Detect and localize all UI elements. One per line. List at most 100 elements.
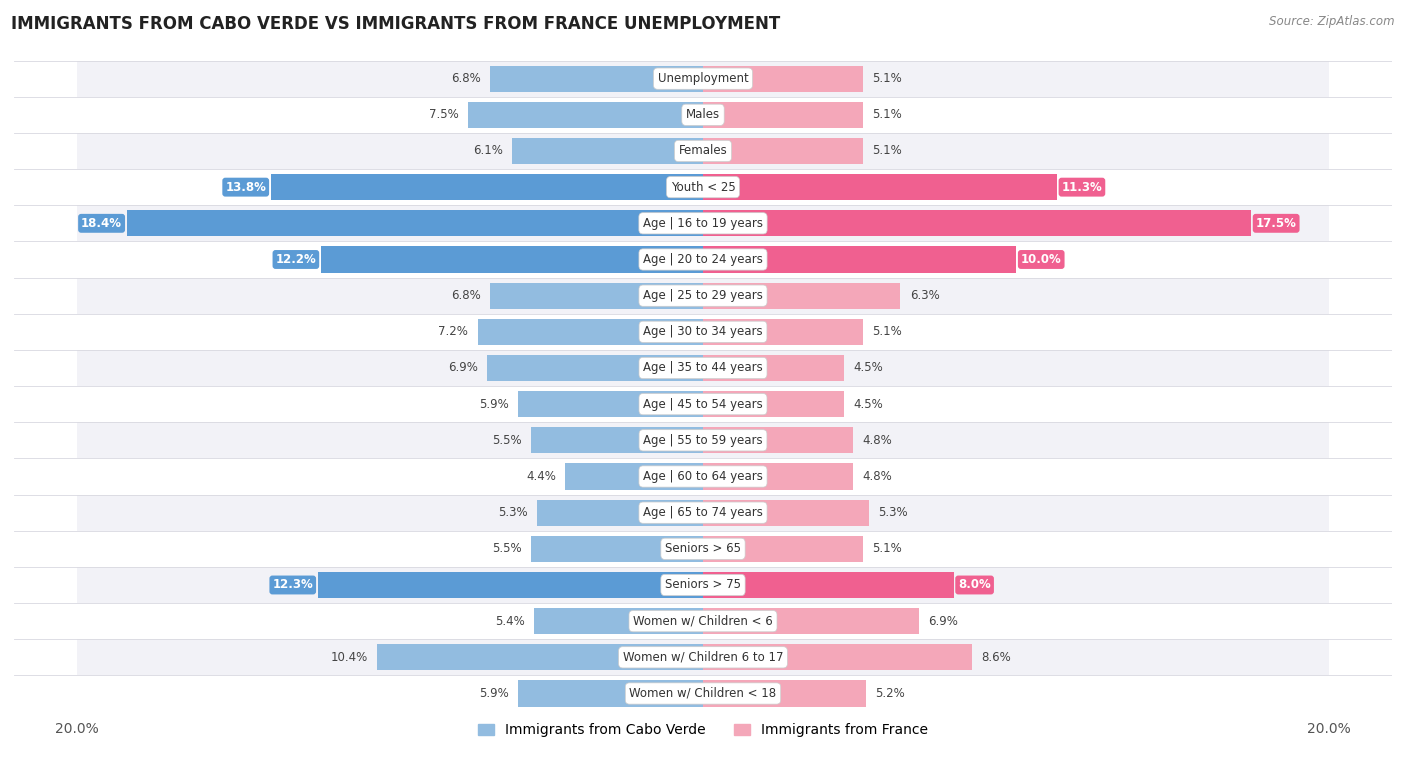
Text: 10.0%: 10.0% bbox=[1021, 253, 1062, 266]
Bar bbox=[318, 572, 703, 598]
Text: Age | 60 to 64 years: Age | 60 to 64 years bbox=[643, 470, 763, 483]
Text: IMMIGRANTS FROM CABO VERDE VS IMMIGRANTS FROM FRANCE UNEMPLOYMENT: IMMIGRANTS FROM CABO VERDE VS IMMIGRANTS… bbox=[11, 15, 780, 33]
Bar bbox=[127, 210, 703, 236]
Text: 4.4%: 4.4% bbox=[526, 470, 555, 483]
Text: Females: Females bbox=[679, 145, 727, 157]
Bar bbox=[703, 391, 844, 417]
Bar bbox=[703, 138, 863, 164]
Text: 4.8%: 4.8% bbox=[863, 434, 893, 447]
Bar bbox=[77, 205, 1329, 241]
Bar bbox=[77, 386, 1329, 422]
Text: 12.3%: 12.3% bbox=[273, 578, 314, 591]
Text: 18.4%: 18.4% bbox=[82, 217, 122, 230]
Text: 5.3%: 5.3% bbox=[498, 506, 527, 519]
Bar bbox=[77, 639, 1329, 675]
Text: Age | 30 to 34 years: Age | 30 to 34 years bbox=[643, 326, 763, 338]
Text: 6.9%: 6.9% bbox=[447, 362, 478, 375]
Text: Age | 55 to 59 years: Age | 55 to 59 years bbox=[643, 434, 763, 447]
Text: Seniors > 75: Seniors > 75 bbox=[665, 578, 741, 591]
Bar bbox=[77, 61, 1329, 97]
Bar bbox=[703, 644, 973, 671]
Bar bbox=[321, 247, 703, 273]
Text: 4.8%: 4.8% bbox=[863, 470, 893, 483]
Text: 12.2%: 12.2% bbox=[276, 253, 316, 266]
Bar bbox=[77, 459, 1329, 494]
Bar bbox=[703, 247, 1017, 273]
Bar bbox=[519, 391, 703, 417]
Text: Women w/ Children < 18: Women w/ Children < 18 bbox=[630, 687, 776, 700]
Text: Youth < 25: Youth < 25 bbox=[671, 181, 735, 194]
Text: 5.1%: 5.1% bbox=[872, 145, 901, 157]
Text: 6.1%: 6.1% bbox=[472, 145, 502, 157]
Bar bbox=[77, 675, 1329, 712]
Text: 5.4%: 5.4% bbox=[495, 615, 524, 628]
Text: 8.6%: 8.6% bbox=[981, 651, 1011, 664]
Bar bbox=[512, 138, 703, 164]
Bar bbox=[486, 355, 703, 381]
Text: 6.8%: 6.8% bbox=[451, 72, 481, 85]
Bar bbox=[77, 241, 1329, 278]
Text: 5.5%: 5.5% bbox=[492, 542, 522, 556]
Bar bbox=[491, 282, 703, 309]
Text: 6.9%: 6.9% bbox=[928, 615, 959, 628]
Text: 5.1%: 5.1% bbox=[872, 326, 901, 338]
Text: 5.9%: 5.9% bbox=[479, 397, 509, 410]
Bar bbox=[703, 500, 869, 525]
Bar bbox=[703, 608, 920, 634]
Legend: Immigrants from Cabo Verde, Immigrants from France: Immigrants from Cabo Verde, Immigrants f… bbox=[478, 723, 928, 737]
Bar bbox=[77, 603, 1329, 639]
Bar bbox=[703, 463, 853, 490]
Bar bbox=[565, 463, 703, 490]
Text: 7.5%: 7.5% bbox=[429, 108, 458, 121]
Text: 4.5%: 4.5% bbox=[853, 362, 883, 375]
Bar bbox=[77, 422, 1329, 459]
Bar bbox=[77, 278, 1329, 313]
Bar bbox=[77, 133, 1329, 169]
Bar bbox=[468, 101, 703, 128]
Text: 5.3%: 5.3% bbox=[879, 506, 908, 519]
Bar bbox=[531, 427, 703, 453]
Text: Males: Males bbox=[686, 108, 720, 121]
Bar bbox=[703, 319, 863, 345]
Text: 4.5%: 4.5% bbox=[853, 397, 883, 410]
Bar bbox=[271, 174, 703, 200]
Bar bbox=[703, 210, 1251, 236]
Text: Age | 45 to 54 years: Age | 45 to 54 years bbox=[643, 397, 763, 410]
Bar bbox=[77, 567, 1329, 603]
Text: 7.2%: 7.2% bbox=[439, 326, 468, 338]
Bar bbox=[534, 608, 703, 634]
Bar bbox=[703, 66, 863, 92]
Text: Age | 20 to 24 years: Age | 20 to 24 years bbox=[643, 253, 763, 266]
Bar bbox=[703, 101, 863, 128]
Bar bbox=[703, 174, 1057, 200]
Text: 5.2%: 5.2% bbox=[875, 687, 905, 700]
Bar bbox=[531, 536, 703, 562]
Bar bbox=[77, 169, 1329, 205]
Text: 10.4%: 10.4% bbox=[330, 651, 368, 664]
Text: Age | 25 to 29 years: Age | 25 to 29 years bbox=[643, 289, 763, 302]
Bar bbox=[478, 319, 703, 345]
Text: 5.5%: 5.5% bbox=[492, 434, 522, 447]
Bar bbox=[77, 313, 1329, 350]
Text: Age | 16 to 19 years: Age | 16 to 19 years bbox=[643, 217, 763, 230]
Bar bbox=[703, 572, 953, 598]
Text: 13.8%: 13.8% bbox=[225, 181, 266, 194]
Text: 5.1%: 5.1% bbox=[872, 108, 901, 121]
Text: Women w/ Children < 6: Women w/ Children < 6 bbox=[633, 615, 773, 628]
Text: Women w/ Children 6 to 17: Women w/ Children 6 to 17 bbox=[623, 651, 783, 664]
Text: 8.0%: 8.0% bbox=[959, 578, 991, 591]
Bar bbox=[519, 681, 703, 706]
Text: Unemployment: Unemployment bbox=[658, 72, 748, 85]
Text: Source: ZipAtlas.com: Source: ZipAtlas.com bbox=[1270, 15, 1395, 28]
Text: 17.5%: 17.5% bbox=[1256, 217, 1296, 230]
Bar bbox=[703, 282, 900, 309]
Text: Age | 35 to 44 years: Age | 35 to 44 years bbox=[643, 362, 763, 375]
Bar bbox=[77, 350, 1329, 386]
Text: Age | 65 to 74 years: Age | 65 to 74 years bbox=[643, 506, 763, 519]
Bar bbox=[703, 427, 853, 453]
Text: 6.3%: 6.3% bbox=[910, 289, 939, 302]
Bar bbox=[77, 97, 1329, 133]
Bar bbox=[77, 494, 1329, 531]
Text: 11.3%: 11.3% bbox=[1062, 181, 1102, 194]
Bar bbox=[537, 500, 703, 525]
